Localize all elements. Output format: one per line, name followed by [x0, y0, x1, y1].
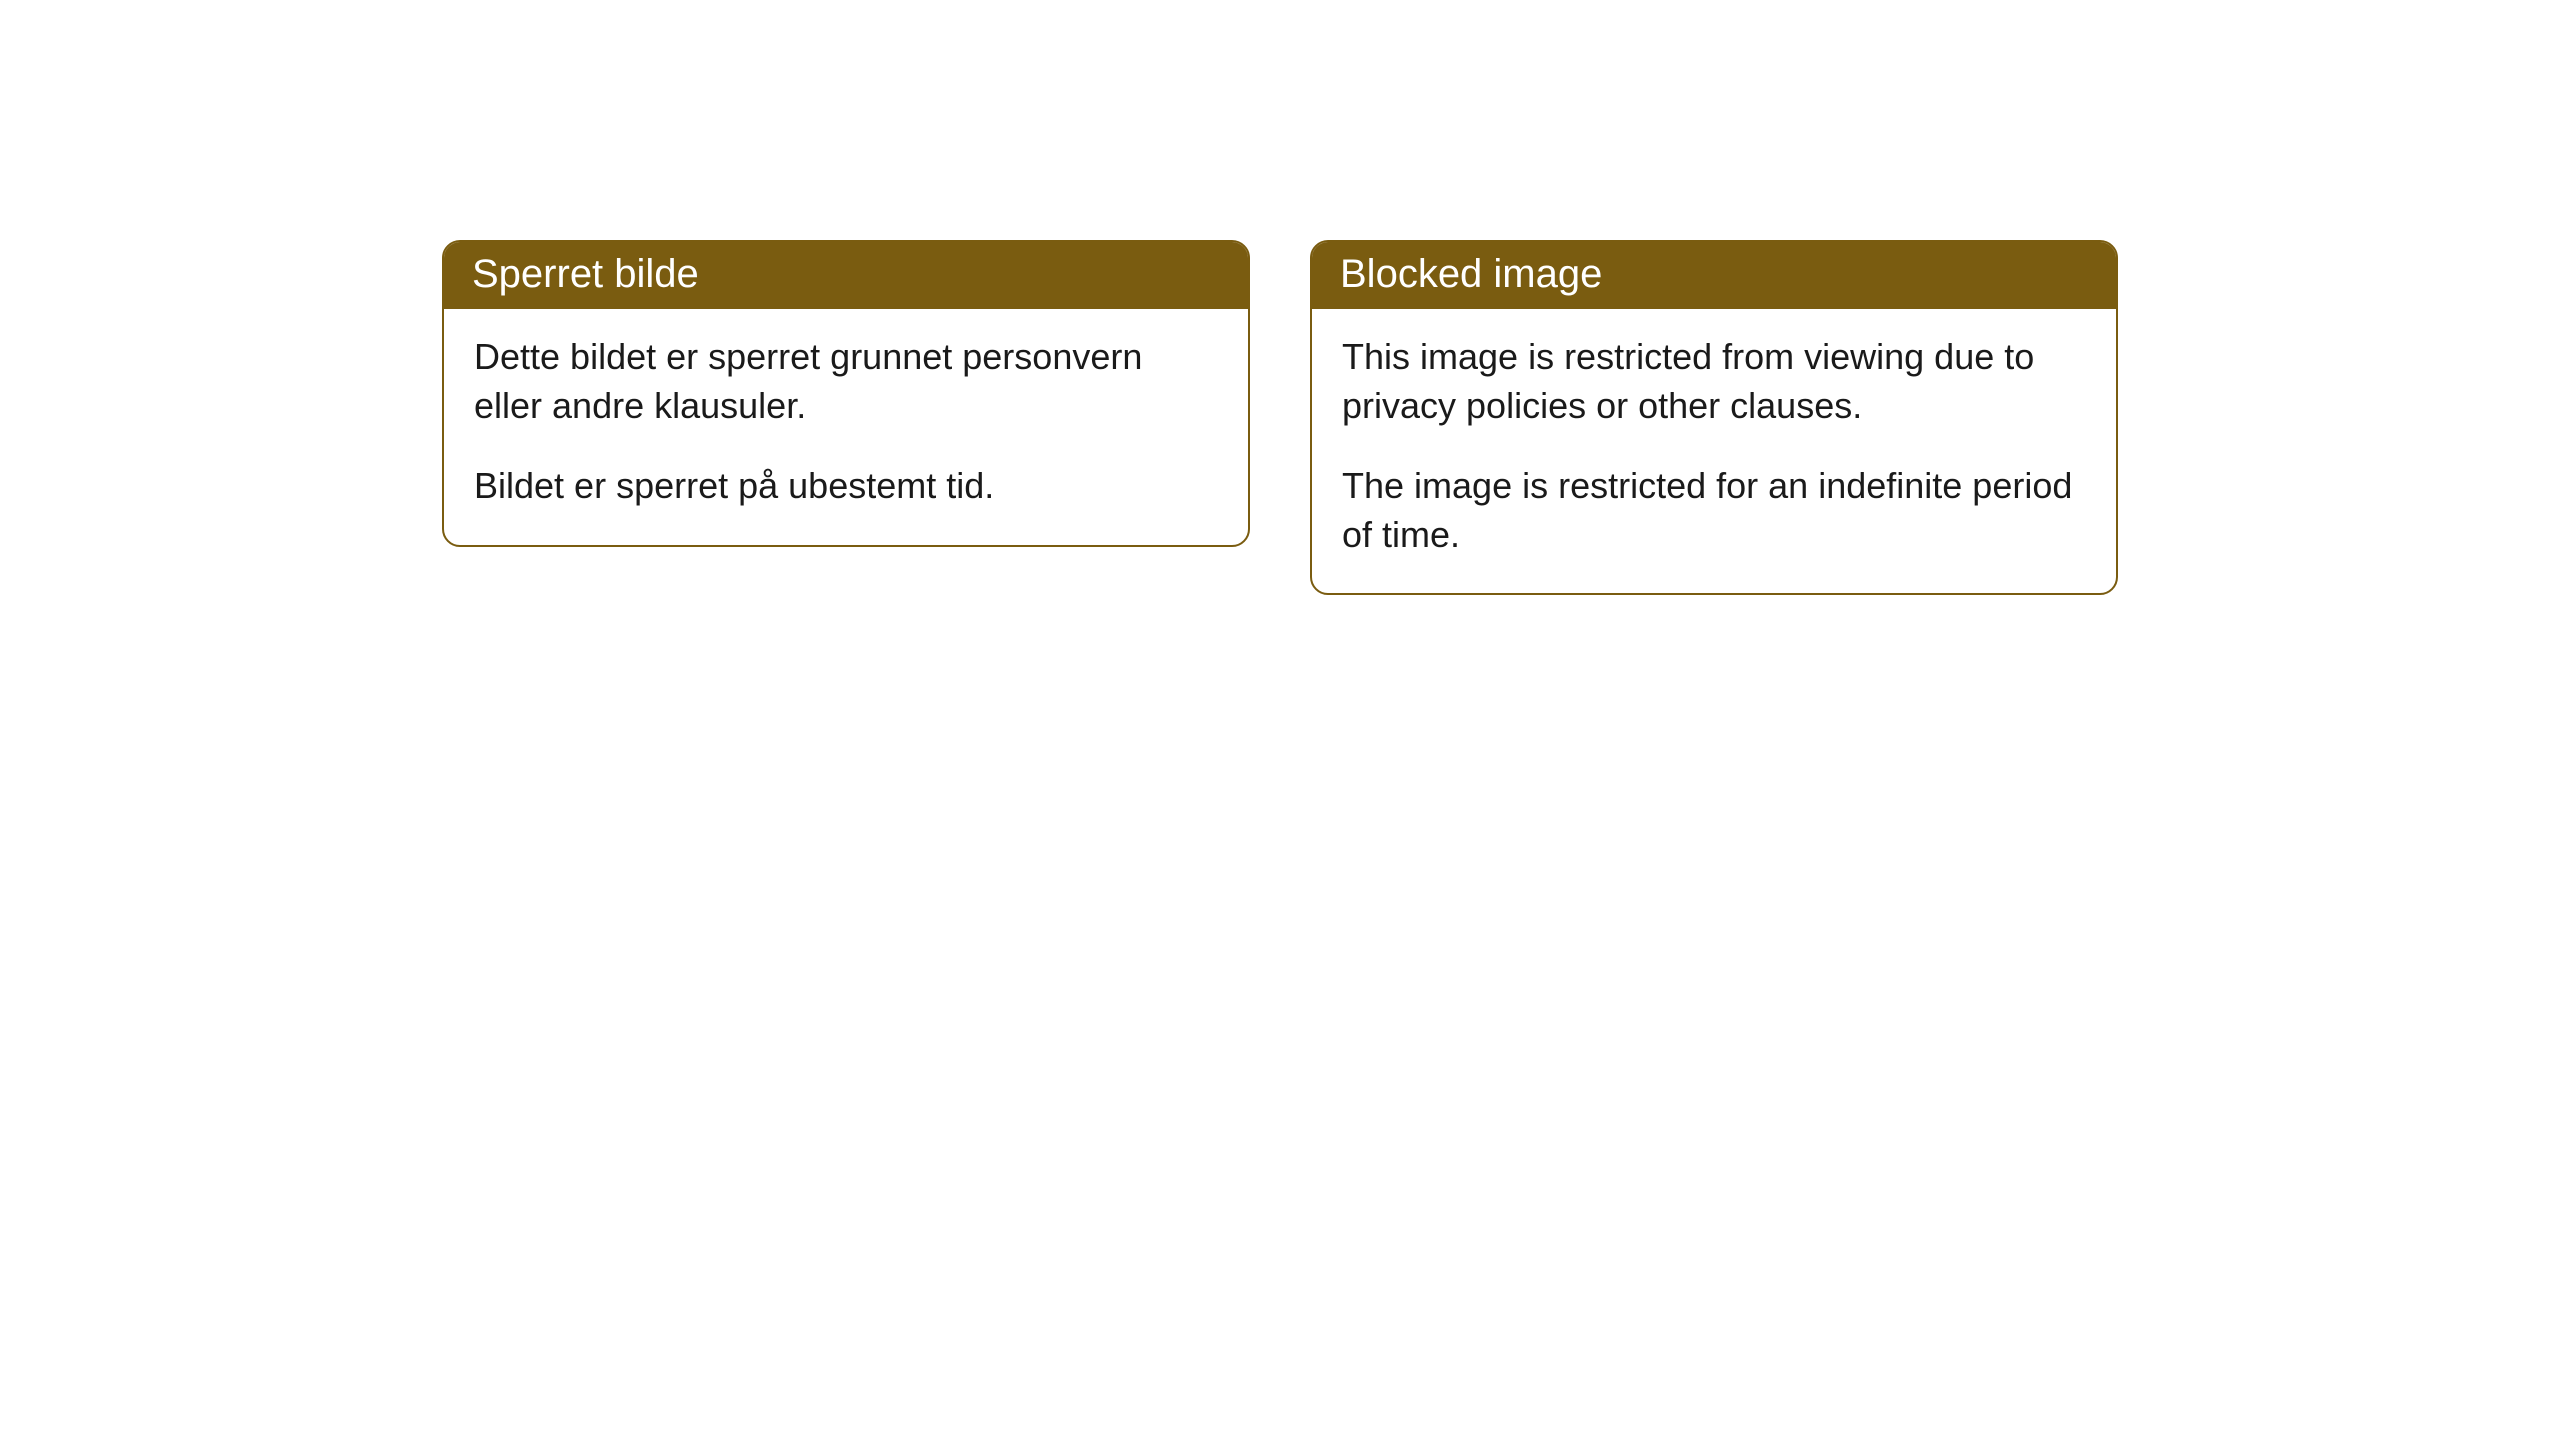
card-body: This image is restricted from viewing du… — [1312, 309, 2116, 593]
card-body: Dette bildet er sperret grunnet personve… — [444, 309, 1248, 545]
card-paragraph-2: Bildet er sperret på ubestemt tid. — [474, 462, 1218, 511]
blocked-image-card-norwegian: Sperret bilde Dette bildet er sperret gr… — [442, 240, 1250, 547]
card-title: Blocked image — [1340, 252, 1602, 296]
card-paragraph-1: Dette bildet er sperret grunnet personve… — [474, 333, 1218, 430]
card-header: Sperret bilde — [444, 242, 1248, 309]
card-paragraph-2: The image is restricted for an indefinit… — [1342, 462, 2086, 559]
card-title: Sperret bilde — [472, 252, 699, 296]
card-paragraph-1: This image is restricted from viewing du… — [1342, 333, 2086, 430]
blocked-image-card-english: Blocked image This image is restricted f… — [1310, 240, 2118, 595]
card-header: Blocked image — [1312, 242, 2116, 309]
